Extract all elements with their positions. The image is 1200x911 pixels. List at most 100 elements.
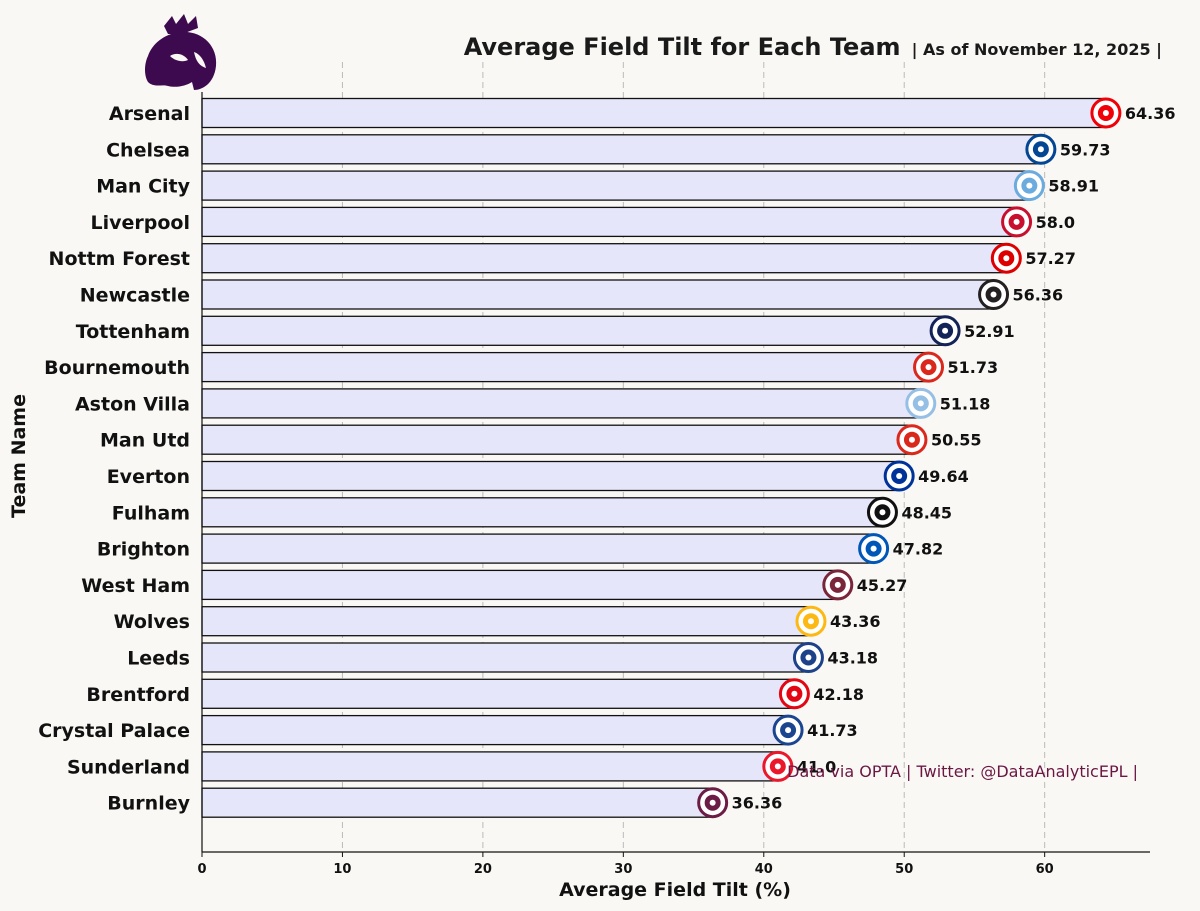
chart-title-line: Average Field Tilt for Each Team | As of… <box>464 33 1162 61</box>
bar-everton <box>201 460 900 492</box>
team-badge-icon <box>858 533 890 565</box>
bar-bournemouth <box>201 351 930 383</box>
value-label: 58.91 <box>1048 177 1099 196</box>
value-label: 59.73 <box>1060 140 1111 159</box>
team-label: Newcastle <box>80 285 190 307</box>
x-tick-label: 40 <box>755 862 773 877</box>
team-badge-icon <box>772 714 804 746</box>
bar-man-city <box>201 170 1031 201</box>
team-label: Brighton <box>97 539 190 561</box>
team-label: Fulham <box>112 502 190 524</box>
team-label: Man Utd <box>100 430 190 452</box>
bar-man-utd <box>201 424 913 455</box>
team-badges <box>697 97 1122 819</box>
value-label: 49.64 <box>918 467 969 486</box>
bar-newcastle <box>201 279 995 310</box>
bar-tottenham <box>201 315 946 346</box>
value-label: 64.36 <box>1125 104 1176 123</box>
team-label: Leeds <box>127 648 190 670</box>
team-badge-icon <box>1013 170 1045 202</box>
y-axis-title: Team Name <box>8 394 30 518</box>
x-tick-label: 10 <box>333 862 351 877</box>
team-badge-icon <box>792 642 824 673</box>
chart-subtitle: | As of November 12, 2025 | <box>912 40 1162 60</box>
bar-brighton <box>201 533 875 564</box>
bar-brentford <box>201 678 796 709</box>
data-credit: Data via OPTA | Twitter: @DataAnalyticEP… <box>787 762 1138 781</box>
bar-arsenal <box>201 97 1107 129</box>
team-badge-icon <box>896 424 928 456</box>
team-badge-icon <box>1090 97 1122 129</box>
team-label: Bournemouth <box>44 357 190 379</box>
team-badge-icon <box>913 351 945 383</box>
value-label: 51.73 <box>948 358 999 377</box>
team-badge-icon <box>795 605 827 637</box>
team-label: Liverpool <box>91 212 190 234</box>
chart-title: Average Field Tilt for Each Team <box>464 33 901 61</box>
x-tick-label: 0 <box>197 862 206 877</box>
value-label: 48.45 <box>901 503 952 522</box>
value-label: 41.73 <box>807 721 858 740</box>
bar-sunderland <box>201 751 779 782</box>
team-label: Nottm Forest <box>49 248 190 270</box>
team-label: Man City <box>96 176 190 198</box>
bar-leeds <box>201 642 810 673</box>
bar-nottm-forest <box>201 243 1007 274</box>
team-badge-icon <box>1001 206 1033 238</box>
x-axis-title: Average Field Tilt (%) <box>559 879 791 901</box>
bar-west-ham <box>201 569 839 601</box>
value-label: 42.18 <box>813 685 864 704</box>
value-label: 50.55 <box>931 431 982 450</box>
team-labels: Arsenal Chelsea Man City Liverpool Nottm For… <box>38 103 190 815</box>
value-label: 51.18 <box>940 394 991 413</box>
x-ticks: 0 10 20 30 40 50 60 <box>197 852 1054 877</box>
x-tick-label: 20 <box>474 862 492 877</box>
team-label: Arsenal <box>109 103 190 125</box>
team-label: Wolves <box>114 611 190 633</box>
team-badge-icon <box>883 460 915 492</box>
team-badge-icon <box>762 750 794 782</box>
value-labels: 64.36 59.73 58.91 58.0 57.27 56.36 52.91 51.73 5… <box>732 104 1176 813</box>
value-label: 56.36 <box>1013 286 1064 305</box>
team-badge-icon <box>990 242 1022 274</box>
bar-chelsea <box>201 134 1042 165</box>
team-badge-icon <box>1025 133 1057 165</box>
team-label: Sunderland <box>67 756 190 778</box>
value-label: 36.36 <box>732 794 783 813</box>
value-label: 41.0 <box>797 757 836 776</box>
value-label: 43.36 <box>830 612 881 631</box>
bar-burnley <box>201 787 714 818</box>
team-label: Burnley <box>107 793 190 815</box>
value-label: 45.27 <box>857 576 908 595</box>
team-label: Tottenham <box>76 321 190 343</box>
team-badge-icon <box>778 678 810 710</box>
bar-fulham <box>201 497 884 528</box>
value-label: 52.91 <box>964 322 1015 341</box>
bar-liverpool <box>201 206 1018 238</box>
x-tick-label: 30 <box>614 862 632 877</box>
team-label: Crystal Palace <box>38 720 190 742</box>
team-badge-icon <box>978 279 1010 310</box>
premier-league-lion-icon <box>145 14 217 91</box>
team-label: West Ham <box>81 575 190 597</box>
bar-crystal-palace <box>201 714 789 746</box>
value-label: 43.18 <box>827 649 878 668</box>
team-label: Everton <box>107 466 190 488</box>
team-badge-icon <box>697 787 729 819</box>
value-label: 58.0 <box>1036 213 1075 232</box>
team-label: Brentford <box>86 684 190 706</box>
team-badge-icon <box>905 387 937 419</box>
team-label: Aston Villa <box>75 393 190 415</box>
team-badge-icon <box>866 496 898 528</box>
x-tick-label: 60 <box>1036 862 1054 877</box>
team-badge-icon <box>822 569 854 601</box>
value-label: 57.27 <box>1025 249 1076 268</box>
value-label: 47.82 <box>893 540 944 559</box>
team-badge-icon <box>929 315 961 347</box>
bar-aston-villa <box>201 388 922 419</box>
x-tick-label: 50 <box>895 862 913 877</box>
bars <box>201 97 1107 818</box>
team-label: Chelsea <box>106 139 190 161</box>
bar-wolves <box>201 606 812 637</box>
